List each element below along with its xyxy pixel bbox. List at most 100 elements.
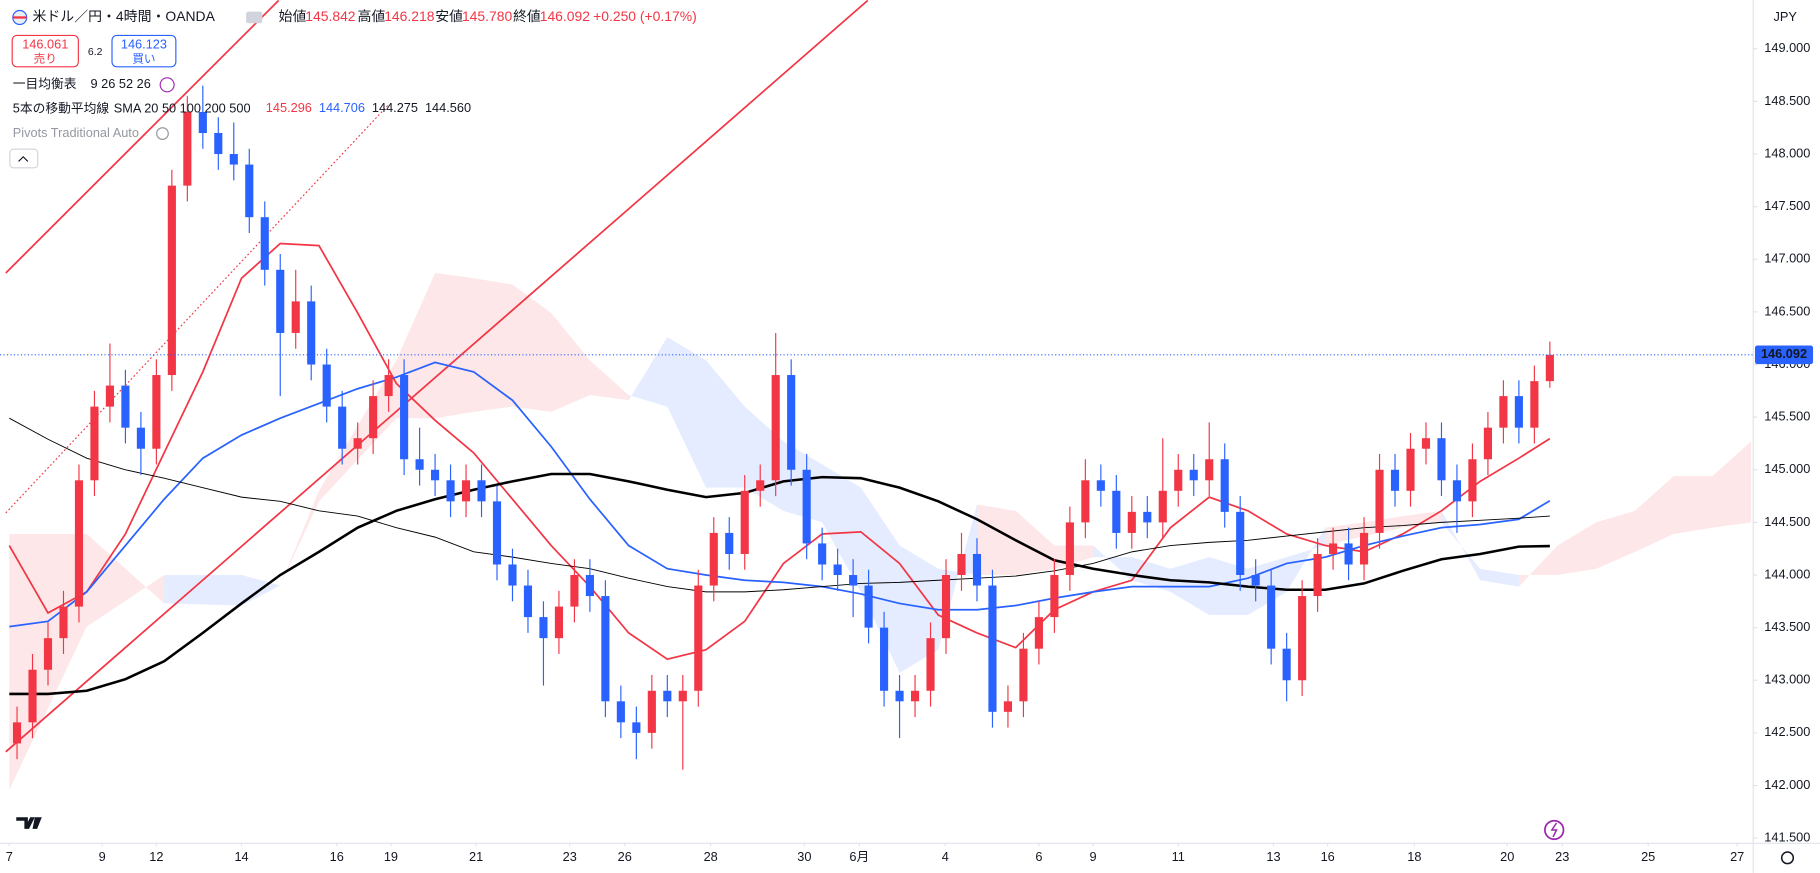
ohlc-label: 終値 <box>513 8 541 24</box>
cloud-segment <box>1480 568 1519 587</box>
candle-body <box>1267 585 1276 649</box>
indicator-value: 144.275 <box>372 101 418 116</box>
candle-body <box>539 617 548 639</box>
candle-body <box>1406 448 1415 491</box>
cloud-segment <box>822 464 861 592</box>
candle-body <box>880 627 889 691</box>
cloud-segment <box>512 284 552 412</box>
y-tick-label: 142.500 <box>1764 724 1810 739</box>
cloud-segment <box>1325 522 1365 546</box>
y-tick-label: 143.000 <box>1764 672 1810 687</box>
trend-line <box>5 0 869 753</box>
candle-body <box>1174 469 1183 491</box>
candle-body <box>477 480 486 502</box>
y-tick-label: 147.500 <box>1764 198 1810 213</box>
cloud-segment <box>473 278 513 412</box>
candle-body <box>291 301 300 333</box>
indicator-name[interactable]: 一目均衡表 <box>13 76 77 91</box>
x-tick-label: 9 <box>1090 849 1097 864</box>
candle-body <box>1034 617 1043 649</box>
candle-body <box>1143 511 1152 523</box>
hidden-icon[interactable] <box>156 127 169 140</box>
candle-body <box>260 217 269 270</box>
x-tick-label: 11 <box>1172 849 1185 864</box>
spread: 6.2 <box>88 47 103 58</box>
cloud-segment <box>976 504 1016 576</box>
candle-body <box>492 501 502 565</box>
indicator-icon[interactable] <box>159 77 175 93</box>
candle-body <box>167 185 176 376</box>
candle-body <box>1329 543 1338 554</box>
candle-body <box>802 469 811 544</box>
change: +0.250 (+0.17%) <box>593 8 697 24</box>
x-tick-label: 19 <box>384 849 398 864</box>
indicator-value: 144.706 <box>319 101 365 116</box>
axes: 141.500 142.000 142.500 143.000 143.500 144.0… <box>6 40 1814 864</box>
candle-body <box>245 164 254 218</box>
candle-body <box>1112 490 1121 533</box>
x-tick-label: 16 <box>1321 849 1335 864</box>
candle-body <box>1158 490 1167 523</box>
candle-body <box>59 606 68 639</box>
moving-average <box>9 472 1550 696</box>
y-tick-label: 146.500 <box>1764 303 1810 318</box>
indicator-params: SMA 20 50 100 200 500 <box>114 101 251 116</box>
x-tick-label: 18 <box>1407 849 1421 864</box>
candle-body <box>570 575 579 607</box>
candle-body <box>431 469 440 481</box>
replay-icon[interactable] <box>1544 819 1565 841</box>
buy-button[interactable] <box>111 34 177 68</box>
symbol[interactable]: 米ドル／円・4時間・OANDA <box>33 8 216 24</box>
candle-body <box>183 111 192 186</box>
cloud-segment <box>1015 510 1055 576</box>
sell-button[interactable] <box>11 34 79 68</box>
y-tick-label: 141.500 <box>1764 829 1810 844</box>
x-tick-label: 4 <box>942 849 949 864</box>
candle-body <box>1375 469 1384 533</box>
candle-body <box>1220 459 1229 512</box>
x-tick-label: 14 <box>234 849 248 864</box>
candle-body <box>12 722 22 744</box>
x-tick-label: 23 <box>563 849 577 864</box>
cloud-segment <box>551 312 590 412</box>
candle-body <box>1003 701 1013 712</box>
settings-icon[interactable] <box>1780 851 1795 865</box>
candle-body <box>725 532 734 554</box>
candle-body <box>910 690 920 702</box>
candle-body <box>446 480 455 502</box>
moving-average <box>9 361 1551 628</box>
indicator-name[interactable]: 5本の移動平均線 <box>13 101 110 116</box>
cloud-segment <box>1673 476 1713 534</box>
currency[interactable]: JPY <box>1773 9 1797 24</box>
indicator-params: 9 26 52 26 <box>91 76 151 91</box>
last-price-label: 146.092 <box>1761 346 1807 361</box>
candle-body <box>1468 459 1477 502</box>
candle-body <box>322 364 331 407</box>
candle-body <box>307 301 316 365</box>
y-tick-label: 148.000 <box>1764 145 1810 160</box>
cloud-segment <box>706 360 745 488</box>
x-tick-label: 30 <box>797 849 811 864</box>
y-tick-label: 149.000 <box>1764 40 1810 55</box>
candle-body <box>338 406 347 449</box>
candle-body <box>1313 553 1322 597</box>
candle-body <box>864 585 873 628</box>
y-tick-label: 147.000 <box>1764 251 1810 266</box>
candle-body <box>229 154 238 165</box>
candle-body <box>1359 532 1369 565</box>
sell-label: 売り <box>34 52 57 65</box>
candle-body <box>353 438 362 449</box>
x-tick-label: 16 <box>330 849 344 864</box>
candle-body <box>1437 438 1446 481</box>
collapse-legend-button[interactable] <box>9 148 39 169</box>
candle-body <box>1499 396 1508 428</box>
indicator-name[interactable]: Pivots Traditional Auto <box>13 125 139 140</box>
candle-body <box>276 269 285 333</box>
candle-body <box>709 532 718 586</box>
x-tick-label: 13 <box>1266 849 1280 864</box>
candle-body <box>28 669 37 723</box>
candle-body <box>121 385 130 428</box>
collapse-button[interactable] <box>246 11 263 24</box>
candle-body <box>136 427 145 449</box>
candle-body <box>818 543 827 565</box>
